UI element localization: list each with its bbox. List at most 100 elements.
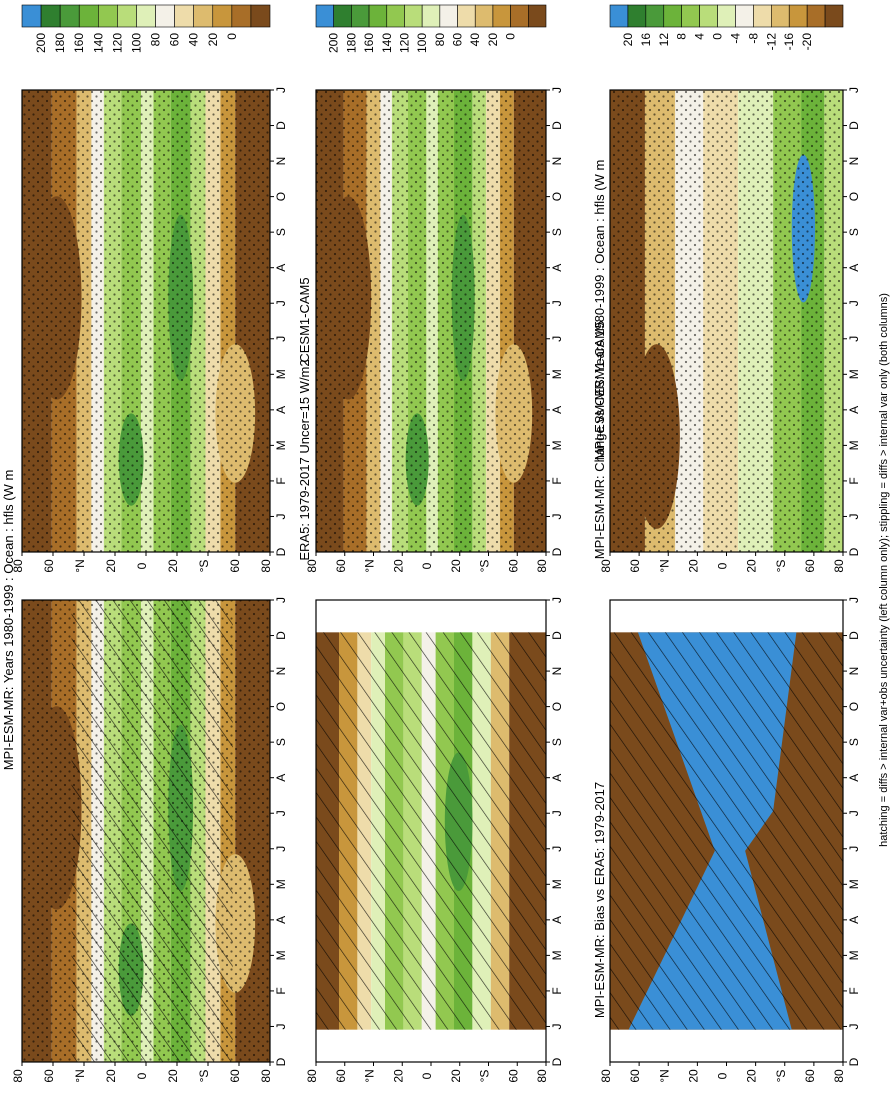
lat-tick-label: 60 [506,559,520,573]
month-tick-label: F [847,987,861,994]
month-tick-label: J [550,300,564,306]
lat-tick-label: 0 [716,562,730,569]
lat-tick-label: °N [73,559,87,572]
colorbar-swatch [386,4,405,28]
panel-title: MPI-ESM-MR: Years 1980-1999 : Ocean : hf… [592,160,607,461]
colorbar-2: 20 16 12 8 4 0 -4 -8 -12 -16 -20 [609,4,844,51]
colorbar-label: -12 [764,33,778,51]
panel-title: MPI-ESM-MR: Change vs CESM1-CAM5 [592,321,607,559]
colorbar-swatch [663,4,682,28]
month-tick-label: J [550,597,564,603]
lat-tick-label: 20 [745,559,759,573]
colorbar-label: -20 [800,33,814,51]
footnote: hatching = diffs > internal var+obs unce… [878,293,890,847]
month-tick-label: A [550,916,564,924]
colorbar-swatch [771,4,790,28]
colorbar-swatch [351,4,370,28]
lat-tick-label: 60 [228,559,242,573]
lat-tick-label: 0 [420,1072,434,1079]
lat-tick-label: °S [478,1070,492,1083]
month-tick-label: D [274,121,288,130]
lat-tick-label: 80 [305,559,319,573]
colorbar-swatch [717,4,736,28]
month-tick-label: A [550,406,564,414]
colorbar-swatch [753,4,772,28]
lat-tick-label: 20 [745,1069,759,1083]
month-tick-label: J [550,810,564,816]
colorbar-label: 100 [415,33,429,53]
month-tick-label: J [274,1023,288,1029]
colorbar-swatch [368,4,388,28]
colorbar-swatch [404,4,423,28]
colorbar-label: 120 [110,33,124,53]
month-tick-label: F [550,477,564,484]
month-tick-label: J [550,513,564,519]
colorbar-swatch [155,4,175,28]
colorbar-swatch [439,4,458,28]
month-tick-label: F [274,477,288,484]
month-tick-label: S [550,228,564,236]
colorbar-label: 20 [206,33,220,47]
colorbar-label: 80 [433,33,447,47]
colorbar-label: 180 [53,33,67,53]
colorbar-label: 16 [639,33,653,47]
month-tick-label: A [847,774,861,782]
panel-title: MPI-ESM-MR: Bias vs ERA5: 1979-2017 [592,782,607,1018]
lat-tick-label: 20 [104,1069,118,1083]
month-tick-label: D [847,631,861,640]
colorbar-swatch [78,4,99,28]
colorbar-swatch [528,4,547,28]
colorbar-swatch [21,4,42,28]
month-tick-label: A [550,264,564,272]
lat-tick-label: 20 [449,1069,463,1083]
month-tick-label: D [274,1057,288,1066]
colorbar-swatch [492,4,511,28]
month-tick-label: D [550,631,564,640]
colorbar-label: 160 [362,33,376,53]
lat-tick-label: 80 [832,1069,846,1083]
colorbar-label: 160 [72,33,86,53]
colorbar-label: 200 [34,33,48,53]
colorbar-swatch [212,4,233,28]
month-tick-label: F [550,987,564,994]
heatmap-panel-2: D J F M A M J J A S O N D J 80 60 °N 20 0 20 °S 60 80 [305,597,564,1083]
lat-tick-label: 60 [628,559,642,573]
colorbar-label: 20 [621,33,635,47]
month-tick-label: M [274,879,288,889]
month-tick-label: J [274,336,288,342]
colorbar-label: 0 [225,33,239,40]
month-tick-label: A [274,264,288,272]
month-tick-label: J [847,300,861,306]
month-tick-label: O [550,702,564,711]
colorbar-swatch [315,4,334,28]
colorbar-label: 40 [187,33,201,47]
colorbar-label: 20 [486,33,500,47]
panel-title: ERA5: 1979-2017 Uncer=15 W/m2 [297,359,312,560]
month-tick-label: O [274,192,288,201]
month-tick-label: J [274,597,288,603]
month-tick-label: D [550,1057,564,1066]
month-tick-label: N [274,667,288,676]
lat-tick-label: 80 [11,559,25,573]
month-tick-label: J [847,336,861,342]
month-tick-label: J [550,336,564,342]
month-tick-label: D [274,547,288,556]
lat-tick-label: 0 [135,1072,149,1079]
lat-tick-label: 80 [535,1069,549,1083]
month-tick-label: M [550,440,564,450]
lat-tick-label: 60 [228,1069,242,1083]
colorbar-label: 40 [468,33,482,47]
lat-tick-label: 80 [305,1069,319,1083]
colorbar-label: 200 [327,33,341,53]
lat-tick-label: 0 [135,562,149,569]
stippling [22,90,270,552]
month-tick-label: O [274,702,288,711]
lat-tick-label: 80 [599,559,613,573]
month-tick-label: S [847,738,861,746]
colorbar-swatch [40,4,61,28]
colorbar-swatch [474,4,494,28]
month-tick-label: J [847,513,861,519]
colorbar-swatch [421,4,441,28]
